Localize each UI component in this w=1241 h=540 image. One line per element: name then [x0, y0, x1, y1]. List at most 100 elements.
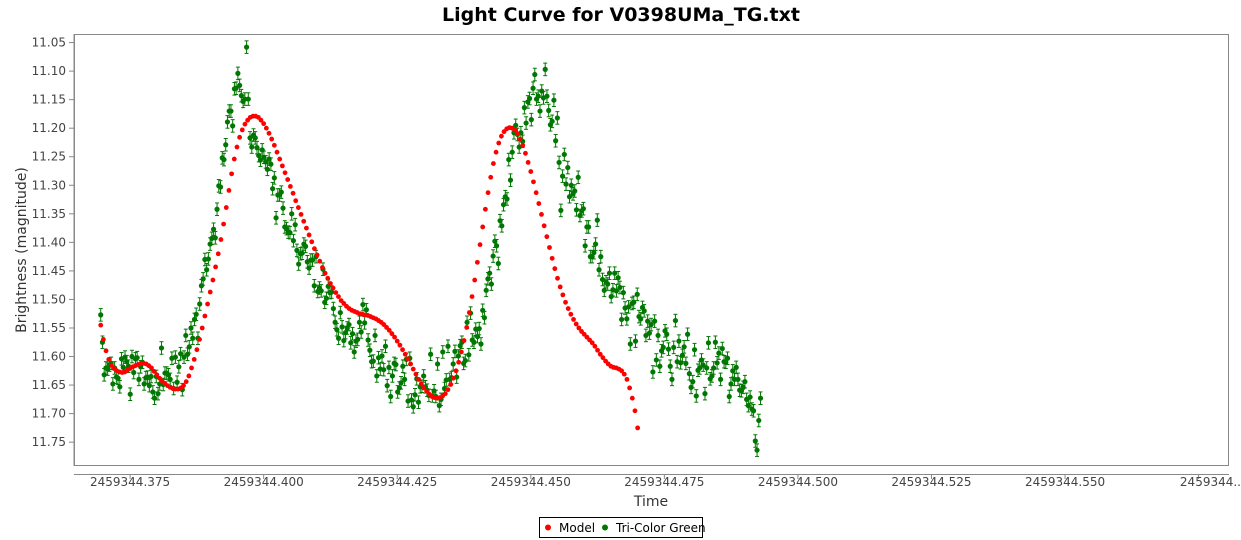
green-data-point — [362, 316, 368, 330]
green-marker — [667, 363, 673, 369]
green-marker — [660, 344, 666, 351]
model-point — [464, 325, 470, 330]
green-marker — [358, 329, 364, 335]
green-marker — [348, 340, 354, 346]
green-data-point — [337, 305, 343, 320]
green-data-point — [334, 322, 340, 337]
green-data-point — [172, 350, 178, 364]
green-marker — [349, 331, 356, 337]
green-marker — [339, 324, 345, 330]
green-marker — [214, 206, 220, 212]
model-point — [191, 356, 197, 362]
model-point — [189, 365, 194, 371]
y-tick-label: 11.60 — [32, 350, 66, 364]
model-point — [317, 258, 323, 264]
green-data-point — [306, 261, 312, 275]
green-data-point — [488, 277, 494, 291]
green-data-point — [532, 67, 538, 82]
green-data-point — [617, 280, 623, 295]
model-point — [520, 142, 526, 148]
model-point — [536, 201, 542, 206]
model-point — [482, 206, 488, 212]
green-data-point — [702, 386, 708, 401]
model-point — [480, 224, 486, 230]
y-tick-label: 11.30 — [32, 178, 66, 192]
green-data-point — [341, 333, 347, 348]
green-marker — [676, 338, 682, 344]
model-point — [207, 289, 213, 295]
green-marker — [535, 93, 541, 99]
green-marker — [98, 312, 104, 318]
model-point — [397, 342, 403, 348]
green-data-point — [575, 170, 581, 185]
model-point — [322, 270, 328, 276]
green-marker — [329, 289, 335, 295]
model-point — [597, 351, 603, 357]
green-marker — [237, 82, 243, 88]
green-marker — [716, 350, 722, 356]
y-tick-label: 11.10 — [32, 64, 66, 78]
green-data-point — [259, 143, 265, 157]
model-point — [213, 264, 218, 270]
green-marker — [537, 108, 543, 114]
green-data-point — [490, 249, 496, 263]
green-data-point — [728, 377, 734, 391]
model-point — [386, 327, 392, 333]
model-point — [258, 117, 264, 123]
green-marker — [155, 391, 161, 397]
green-marker — [526, 95, 533, 102]
green-marker — [549, 118, 555, 124]
green-marker — [356, 319, 363, 325]
model-point — [314, 252, 320, 258]
green-marker — [280, 205, 286, 211]
green-marker — [115, 375, 121, 381]
green-marker — [382, 343, 389, 349]
green-data-point — [580, 201, 587, 216]
green-data-point — [495, 256, 501, 271]
model-point — [547, 245, 552, 250]
green-marker — [330, 305, 336, 312]
green-marker — [631, 299, 637, 305]
green-marker — [664, 331, 670, 337]
green-data-point — [645, 314, 651, 328]
green-marker — [268, 161, 274, 167]
green-data-point — [393, 357, 399, 372]
green-data-point — [563, 177, 569, 191]
green-marker — [271, 175, 277, 181]
model-point — [394, 338, 400, 344]
model-point — [223, 205, 229, 210]
model-point — [408, 361, 413, 367]
green-marker — [624, 316, 630, 322]
green-marker — [217, 184, 224, 190]
model-point — [210, 277, 216, 283]
model-point — [496, 140, 502, 146]
green-data-point — [594, 213, 600, 227]
green-data-point — [289, 207, 295, 221]
green-data-point — [434, 357, 441, 371]
y-axis-label: Brightness (magnitude) — [14, 167, 30, 333]
green-marker — [478, 341, 484, 347]
green-marker — [335, 335, 342, 341]
model-point — [149, 365, 154, 371]
green-marker — [681, 344, 687, 350]
legend-green-marker — [602, 524, 608, 531]
green-marker — [565, 164, 571, 171]
model-point — [242, 121, 248, 127]
green-marker — [428, 351, 434, 357]
green-marker — [181, 354, 187, 360]
green-marker — [117, 384, 123, 390]
green-data-point — [452, 344, 458, 359]
green-data-point — [386, 360, 392, 375]
green-marker — [546, 107, 552, 114]
green-data-point — [462, 353, 468, 368]
green-marker — [210, 226, 217, 232]
model-point — [333, 290, 339, 295]
green-data-point — [613, 284, 620, 298]
green-data-point — [641, 304, 647, 318]
green-marker — [754, 447, 760, 453]
model-point — [453, 368, 459, 374]
model-point — [218, 237, 224, 242]
green-data-point — [445, 339, 451, 354]
green-data-point — [466, 348, 472, 362]
green-data-point — [632, 334, 639, 348]
